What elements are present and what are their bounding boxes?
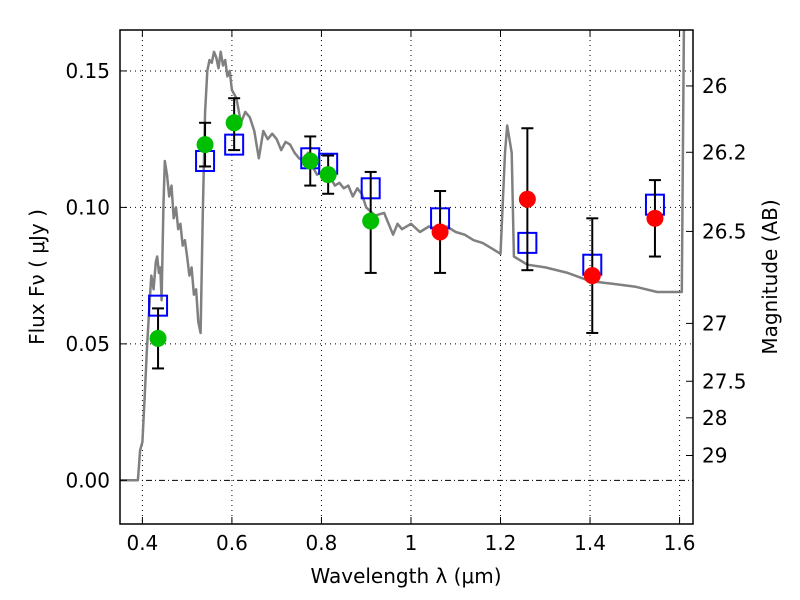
- x-tick-label: 1: [405, 531, 418, 555]
- y-axis-left: 0.00 0.05 0.10 0.15: [65, 59, 127, 492]
- y-axis-label: Flux Fν ( μJy ): [25, 209, 49, 345]
- model-spectrum-line: [120, 30, 686, 482]
- observed-photometry-point: [646, 209, 664, 227]
- x-axis: 0.4 0.6 0.8 1 1.2 1.4 1.6: [126, 30, 695, 555]
- observed-photometry-point: [149, 329, 167, 347]
- x-tick-label: 1.6: [664, 531, 696, 555]
- y2-tick-label: 26.2: [702, 140, 747, 164]
- observed-photometry-point: [225, 114, 243, 132]
- plot-area: [120, 30, 686, 482]
- x-tick-label: 0.4: [126, 531, 158, 555]
- observed-photometry-point: [362, 212, 380, 230]
- x-tick-label: 1.2: [485, 531, 517, 555]
- observed-photometry-point: [301, 152, 319, 170]
- axes-frame: [119, 29, 694, 525]
- observed-photometry-point: [196, 136, 214, 154]
- observed-photometry-point: [319, 166, 337, 184]
- y2-tick-label: 27.5: [702, 369, 747, 393]
- y2-tick-label: 27: [702, 311, 727, 335]
- y-tick-label: 0.10: [65, 195, 110, 219]
- observed-photometry-point: [518, 190, 536, 208]
- x-tick-label: 0.8: [306, 531, 338, 555]
- x-tick-label: 1.4: [574, 531, 606, 555]
- y2-axis-label: Magnitude (AB): [758, 199, 782, 354]
- y-tick-label: 0.05: [65, 332, 110, 356]
- x-axis-label: Wavelength λ (μm): [310, 564, 501, 588]
- y2-tick-label: 29: [702, 443, 727, 467]
- y-tick-label: 0.00: [65, 468, 110, 492]
- y-tick-label: 0.15: [65, 59, 110, 83]
- y2-tick-label: 26: [702, 74, 727, 98]
- observed-photometry-point: [431, 223, 449, 241]
- observed-photometry-point: [583, 267, 601, 285]
- y2-tick-label: 26.5: [702, 219, 747, 243]
- grid-lines: [120, 30, 693, 524]
- y-axis-right: 26 26.2 26.5 27 27.5 28 29: [686, 74, 747, 467]
- y2-tick-label: 28: [702, 406, 727, 430]
- x-tick-label: 0.6: [216, 531, 248, 555]
